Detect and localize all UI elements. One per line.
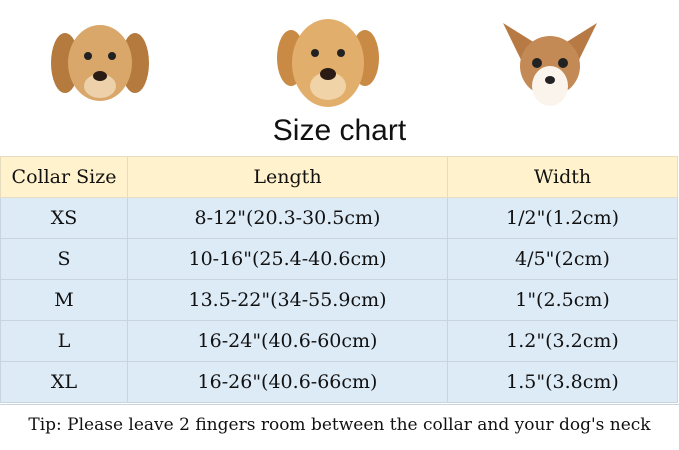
table-row: XS 8-12"(20.3-30.5cm) 1/2"(1.2cm) (0, 197, 678, 239)
width-cell: 1/2"(1.2cm) (447, 197, 678, 239)
length-cell: 13.5-22"(34-55.9cm) (127, 279, 448, 321)
puppy-photo-2 (273, 8, 383, 112)
chihuahua-photo (495, 8, 605, 112)
size-cell: L (0, 320, 128, 362)
width-cell: 1.2"(3.2cm) (447, 320, 678, 362)
width-cell: 4/5"(2cm) (447, 238, 678, 280)
header-width: Width (447, 156, 678, 198)
size-table: Collar Size Length Width XS 8-12"(20.3-30… (0, 156, 678, 403)
table-row: XL 16-26"(40.6-66cm) 1.5"(3.8cm) (0, 361, 678, 403)
size-cell: XL (0, 361, 128, 403)
width-cell: 1.5"(3.8cm) (447, 361, 678, 403)
length-cell: 8-12"(20.3-30.5cm) (127, 197, 448, 239)
size-cell: M (0, 279, 128, 321)
header-collar-size: Collar Size (0, 156, 128, 198)
table-row: S 10-16"(25.4-40.6cm) 4/5"(2cm) (0, 238, 678, 280)
header-length: Length (127, 156, 448, 198)
length-cell: 16-24"(40.6-60cm) (127, 320, 448, 362)
width-cell: 1"(2.5cm) (447, 279, 678, 321)
size-cell: S (0, 238, 128, 280)
length-cell: 16-26"(40.6-66cm) (127, 361, 448, 403)
fit-tip: Tip: Please leave 2 fingers room between… (0, 404, 679, 446)
size-cell: XS (0, 197, 128, 239)
table-row: M 13.5-22"(34-55.9cm) 1"(2.5cm) (0, 279, 678, 321)
page-title: Size chart (272, 114, 407, 147)
puppy-photo-1 (45, 8, 155, 112)
table-header-row: Collar Size Length Width (0, 156, 678, 198)
table-row: L 16-24"(40.6-60cm) 1.2"(3.2cm) (0, 320, 678, 362)
length-cell: 10-16"(25.4-40.6cm) (127, 238, 448, 280)
